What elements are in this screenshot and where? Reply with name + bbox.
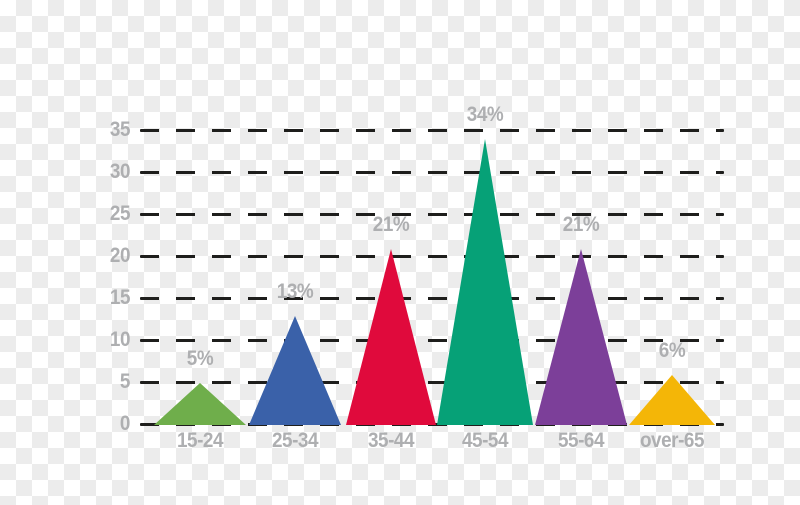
y-tick-label-5: 5: [119, 370, 131, 393]
gridline-25: [140, 213, 724, 216]
triangle-25-34: [249, 316, 341, 425]
gridline-15: [140, 297, 724, 300]
y-tick-label-35: 35: [109, 118, 131, 141]
value-label-55-64: 21%: [562, 213, 600, 236]
gridline-5: [140, 381, 724, 384]
y-tick-label-30: 30: [109, 160, 131, 183]
x-tick-label-25-34: 25-34: [271, 429, 319, 452]
gridline-30: [140, 171, 724, 174]
x-tick-label-55-64: 55-64: [557, 429, 605, 452]
y-tick-label-25: 25: [109, 202, 131, 225]
x-tick-label-45-54: 45-54: [461, 429, 509, 452]
value-label-15-24: 5%: [186, 347, 214, 370]
y-tick-label-10: 10: [109, 328, 131, 351]
triangle-35-44: [346, 249, 436, 425]
value-label-35-44: 21%: [372, 213, 410, 236]
x-tick-label-over-65: over-65: [639, 429, 705, 452]
value-label-over-65: 6%: [658, 339, 686, 362]
x-tick-label-35-44: 35-44: [367, 429, 415, 452]
value-label-25-34: 13%: [276, 280, 314, 303]
gridline-20: [140, 255, 724, 258]
y-tick-label-20: 20: [109, 244, 131, 267]
gridline-35: [140, 129, 724, 132]
gridline-10: [140, 339, 724, 342]
value-label-45-54: 34%: [466, 103, 504, 126]
y-tick-label-0: 0: [119, 412, 131, 435]
x-tick-label-15-24: 15-24: [176, 429, 224, 452]
triangle-45-54: [437, 139, 533, 425]
y-tick-label-15: 15: [109, 286, 131, 309]
triangle-55-64: [535, 249, 627, 425]
triangle-15-24: [154, 383, 246, 425]
